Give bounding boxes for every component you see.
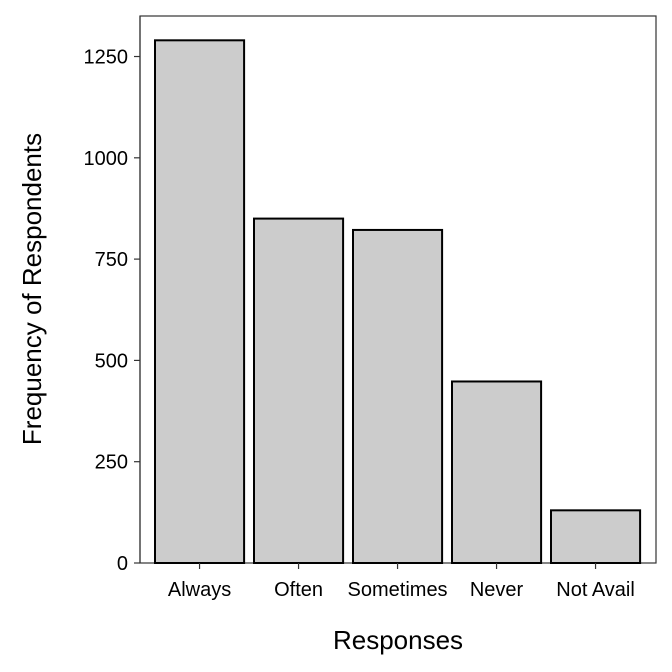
y-tick-label: 1250 xyxy=(84,47,129,69)
x-tick-label: Always xyxy=(168,579,231,601)
x-tick-label: Often xyxy=(274,579,323,601)
y-tick-label: 750 xyxy=(95,249,128,271)
y-tick-label: 500 xyxy=(95,350,128,372)
bars-group xyxy=(154,39,642,565)
x-axis-ticks: Always Often Sometimes Never Not Avail xyxy=(168,563,635,601)
bar-always xyxy=(154,39,246,565)
x-tick-label: Sometimes xyxy=(348,579,448,601)
y-axis-title: Frequency of Respondents xyxy=(17,133,47,445)
y-tick-label: 0 xyxy=(117,553,128,575)
y-tick-label: 250 xyxy=(95,452,128,474)
x-tick-label: Not Avail xyxy=(556,579,635,601)
y-axis-ticks: 0 250 500 750 1000 1250 xyxy=(84,47,140,575)
x-axis-title: Responses xyxy=(333,625,463,655)
bar-sometimes xyxy=(352,228,444,564)
y-tick-label: 1000 xyxy=(84,148,129,170)
bar-never xyxy=(451,380,543,565)
x-tick-label: Never xyxy=(470,579,524,601)
bar-not-avail xyxy=(550,509,642,564)
bar-often xyxy=(253,217,345,564)
